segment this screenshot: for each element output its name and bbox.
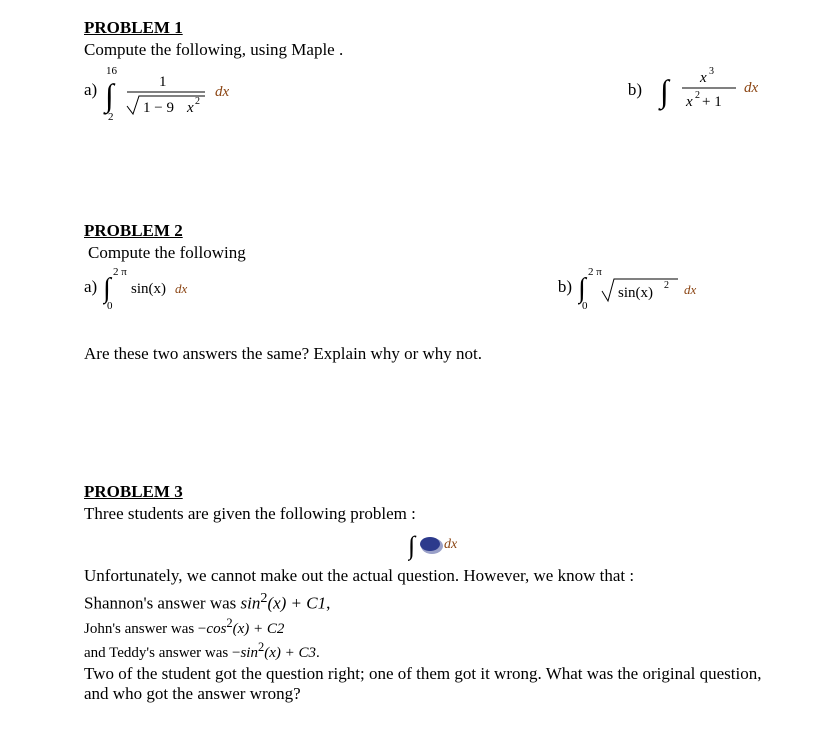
p1a-dx: dx (215, 84, 230, 100)
p3-shannon-comma: , (326, 594, 330, 613)
smudge-blob (420, 537, 440, 551)
p1a-upper: 16 (106, 65, 118, 77)
p2a-body: sin(x) (131, 281, 166, 297)
problem3-teddy: and Teddy's answer was −sin2(x) + C3. (84, 640, 788, 662)
p2b-dx: dx (684, 282, 697, 297)
p3-teddy-period: . (316, 645, 320, 661)
problem3-heading: PROBLEM 3 (84, 482, 788, 502)
p1a-lower: 2 (108, 111, 114, 123)
p3-john-tail: (x) + C2 (233, 621, 285, 637)
p3-shannon-pre: Shannon's answer was (84, 594, 241, 613)
problem2-a-math: 2 π ∫ 0 sin(x) dx (103, 265, 223, 316)
p3-shannon-base: sin (241, 594, 261, 613)
p1b-den-var: x (685, 94, 693, 110)
problem1-instruction: Compute the following, using Maple . (84, 40, 788, 60)
p3-teddy-base: sin (240, 645, 258, 661)
problem3-smudge-row: ∫ dx (84, 526, 788, 562)
problem2-b-math: 2 π ∫ 0 sin(x) 2 dx (578, 265, 728, 316)
p1a-rad-exp: 2 (195, 96, 200, 107)
problem3-line1: Unfortunately, we cannot make out the ac… (84, 566, 788, 586)
p2a-upper: 2 π (113, 266, 127, 278)
problem3-john: John's answer was −cos2(x) + C2 (84, 616, 788, 638)
p3-shannon-tail: (x) + C1 (267, 594, 326, 613)
problem1-a-label: a) (84, 62, 97, 100)
p2a-dx: dx (175, 281, 188, 296)
problem1-b-label: b) (628, 62, 642, 100)
smudge-integral: ∫ dx (408, 526, 468, 562)
page: PROBLEM 1 Compute the following, using M… (0, 0, 828, 734)
p2b-upper: 2 π (588, 266, 602, 278)
problem1-row: a) 16 ∫ 2 1 1 − 9 x 2 dx (84, 62, 788, 129)
p3-john-pre: John's answer was − (84, 621, 206, 637)
p3-john-base: cos (206, 621, 226, 637)
problem1-heading: PROBLEM 1 (84, 18, 788, 38)
problem2-heading: PROBLEM 2 (84, 221, 788, 241)
integral-sign: ∫ (103, 77, 116, 115)
p1a-num: 1 (159, 74, 167, 90)
p1b-num-var: x (699, 70, 707, 86)
problem3-instruction: Three students are given the following p… (84, 504, 788, 524)
integral-sign: ∫ (408, 531, 417, 561)
integral-sign: ∫ (658, 73, 671, 111)
p1b-dx: dx (744, 80, 759, 96)
problem2-a-label: a) (84, 265, 97, 297)
p3-teddy-tail: (x) + C3 (264, 645, 316, 661)
p1a-rad-pre: 1 − 9 (143, 100, 174, 116)
problem1-a-math: 16 ∫ 2 1 1 − 9 x 2 dx (103, 62, 263, 129)
p2b-lower: 0 (582, 300, 588, 311)
problem2-b-label: b) (558, 265, 572, 297)
p1b-den-exp: 2 (695, 90, 700, 101)
problem3-closing: Two of the student got the question righ… (84, 664, 788, 704)
problem2-followup: Are these two answers the same? Explain … (84, 344, 788, 364)
p1b-num-exp: 3 (709, 66, 714, 77)
problem3-shannon: Shannon's answer was sin2(x) + C1, (84, 590, 788, 614)
p2b-rad-base: sin(x) (618, 285, 653, 301)
p2b-rad-exp: 2 (664, 280, 669, 291)
p2a-lower: 0 (107, 300, 113, 311)
p1b-den-tail: + 1 (702, 94, 722, 110)
p3-teddy-pre: and Teddy's answer was − (84, 645, 240, 661)
p1a-rad-var: x (186, 100, 194, 116)
smudge-dx: dx (444, 537, 458, 552)
problem2-instruction: Compute the following (88, 243, 788, 263)
problem1-b-math: ∫ x 3 x 2 + 1 dx (658, 62, 778, 123)
problem2-row: a) 2 π ∫ 0 sin(x) dx b) 2 π ∫ 0 (84, 265, 788, 316)
